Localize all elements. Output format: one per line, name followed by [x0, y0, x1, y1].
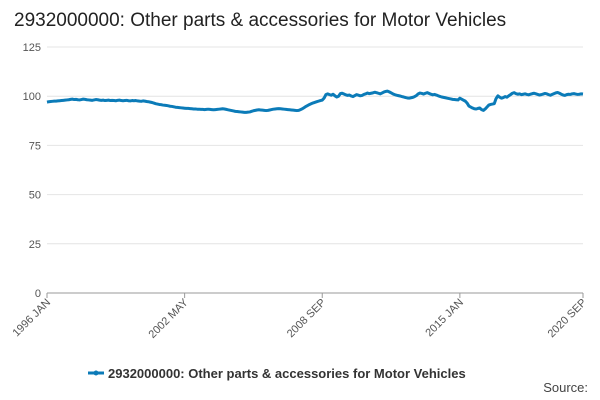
y-tick-label: 75: [29, 140, 41, 152]
source: Source:: [543, 380, 588, 395]
legend-marker: [93, 370, 99, 376]
x-tick-label: 2020 SEP: [546, 297, 590, 341]
x-tick-label: 2015 JAN: [423, 297, 466, 340]
y-tick-label: 25: [29, 239, 41, 251]
x-tick-label: 2002 MAY: [147, 296, 192, 341]
y-tick-label: 0: [35, 288, 41, 300]
legend-item: 2932000000: Other parts & accessories fo…: [88, 366, 466, 381]
chart-title: 2932000000: Other parts & accessories fo…: [14, 10, 506, 31]
x-tick-label: 2008 SEP: [285, 297, 329, 341]
series-line: [46, 89, 584, 114]
legend-label: 2932000000: Other parts & accessories fo…: [108, 366, 466, 381]
y-tick-label: 125: [23, 42, 41, 54]
x-tick-label: 1996 JAN: [10, 297, 53, 340]
y-tick-label: 50: [29, 190, 41, 202]
y-tick-label: 100: [23, 91, 41, 103]
